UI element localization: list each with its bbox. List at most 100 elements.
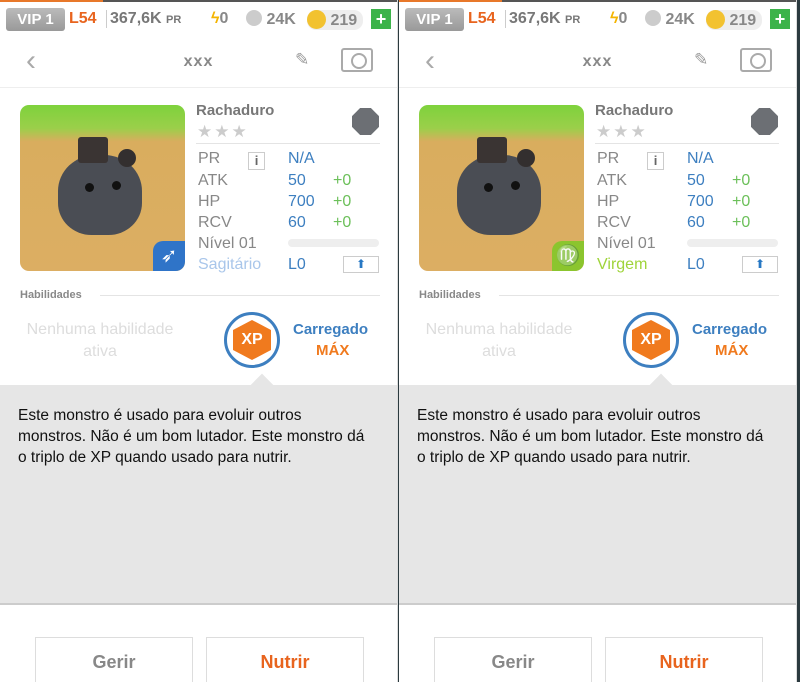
- status-bar: VIP 1 L54 367,6K PR ϟ0 24K 219 +: [0, 0, 397, 34]
- rank-value: L0: [687, 256, 705, 273]
- xp-skill-button[interactable]: XP: [224, 312, 280, 368]
- charged-label: Carregado: [293, 321, 369, 338]
- stat-bonus: +0: [732, 193, 751, 210]
- arrow-up-icon: ⬆: [355, 257, 367, 271]
- description-text: Este monstro é usado para evoluir outros…: [18, 407, 365, 466]
- stat-bonus: +0: [732, 172, 751, 189]
- max-label: MÁX: [715, 342, 749, 359]
- stat-label-pr: PR: [597, 150, 620, 167]
- star-rating: ★★★: [197, 122, 249, 141]
- lightning-icon: ϟ: [211, 10, 220, 27]
- stat-value: 700: [288, 193, 315, 210]
- pencil-icon[interactable]: ✎: [694, 50, 709, 69]
- xp-icon: XP: [632, 320, 670, 360]
- monster-portrait: ➶: [20, 105, 185, 271]
- add-coins-button[interactable]: +: [371, 9, 391, 29]
- divider: [196, 143, 380, 144]
- xp-skill-button[interactable]: XP: [623, 312, 679, 368]
- add-coins-button[interactable]: +: [770, 9, 790, 29]
- monster-eye: [85, 183, 94, 192]
- monster-eye: [484, 183, 493, 192]
- camera-icon[interactable]: [341, 48, 373, 72]
- upgrade-button[interactable]: ⬆: [742, 256, 778, 273]
- monster-eye: [511, 181, 520, 190]
- back-chevron-icon[interactable]: ‹: [425, 44, 435, 77]
- coin-value: 219: [330, 12, 358, 29]
- divider: [499, 295, 779, 296]
- stat-bonus: +0: [333, 172, 352, 189]
- power-unit: PR: [565, 14, 581, 26]
- stat-value: N/A: [687, 150, 714, 167]
- page-title: xxx: [582, 53, 613, 70]
- player-power: 367,6K PR: [106, 10, 181, 28]
- coins[interactable]: 219: [706, 10, 763, 30]
- monster-eye: [112, 181, 121, 190]
- stat-value: 50: [288, 172, 306, 189]
- coins[interactable]: 219: [307, 10, 364, 30]
- nav-bar: ‹ xxx ✎: [0, 34, 397, 88]
- page-title: xxx: [183, 53, 214, 70]
- stat-value: 60: [288, 214, 306, 231]
- paw-currency[interactable]: 24K: [246, 10, 296, 29]
- paw-value: 24K: [266, 11, 296, 28]
- monster-rock: [78, 137, 108, 163]
- power-value: 367,6K: [110, 10, 162, 27]
- manage-button[interactable]: Gerir: [434, 637, 592, 682]
- level-label: Nível 01: [198, 235, 257, 252]
- paw-icon: [645, 10, 661, 26]
- description-box: Este monstro é usado para evoluir outros…: [0, 385, 397, 605]
- paw-value: 24K: [665, 11, 695, 28]
- power-unit: PR: [166, 14, 182, 26]
- feed-button[interactable]: Nutrir: [206, 637, 364, 682]
- info-button[interactable]: i: [647, 152, 664, 170]
- description-box: Este monstro é usado para evoluir outros…: [399, 385, 796, 605]
- monster-ear: [118, 149, 136, 167]
- power-value: 367,6K: [509, 10, 561, 27]
- upgrade-button[interactable]: ⬆: [343, 256, 379, 273]
- stat-value: N/A: [288, 150, 315, 167]
- paw-currency[interactable]: 24K: [645, 10, 695, 29]
- xp-progress: [399, 0, 502, 2]
- monster-portrait: ♍: [419, 105, 584, 271]
- pencil-icon[interactable]: ✎: [295, 50, 310, 69]
- no-abilities-text: Nenhuma habilidade ativa: [425, 321, 573, 360]
- energy-value: 0: [618, 10, 628, 27]
- star-rating: ★★★: [596, 122, 648, 141]
- nav-bar: ‹ xxx ✎: [399, 34, 796, 88]
- feed-button[interactable]: Nutrir: [605, 637, 763, 682]
- back-chevron-icon[interactable]: ‹: [26, 44, 36, 77]
- stat-label-rcv: RCV: [198, 214, 232, 231]
- abilities-heading: Habilidades: [20, 289, 82, 301]
- rock-element-icon: [751, 108, 778, 135]
- vip-badge[interactable]: VIP 1: [6, 8, 65, 31]
- divider: [100, 295, 380, 296]
- xp-progress: [0, 0, 103, 2]
- monster-ear: [517, 149, 535, 167]
- monster-name: Rachaduro: [595, 102, 674, 119]
- charged-label: Carregado: [692, 321, 768, 338]
- stat-label-atk: ATK: [198, 172, 228, 189]
- stat-value: 60: [687, 214, 705, 231]
- abilities-heading: Habilidades: [419, 289, 481, 301]
- manage-button[interactable]: Gerir: [35, 637, 193, 682]
- zodiac-sign-label: Virgem: [597, 256, 648, 273]
- stat-label-pr: PR: [198, 150, 221, 167]
- stat-label-atk: ATK: [597, 172, 627, 189]
- camera-icon[interactable]: [740, 48, 772, 72]
- player-power: 367,6K PR: [505, 10, 580, 28]
- info-button[interactable]: i: [248, 152, 265, 170]
- vip-badge[interactable]: VIP 1: [405, 8, 464, 31]
- monster-panel: VIP 1 L54 367,6K PR ϟ0 24K 219 + ‹ xxx ✎…: [399, 0, 797, 682]
- paw-icon: [246, 10, 262, 26]
- energy-value: 0: [219, 10, 229, 27]
- level-progress-bar: [288, 239, 379, 247]
- description-text: Este monstro é usado para evoluir outros…: [417, 407, 764, 466]
- monster-name: Rachaduro: [196, 102, 275, 119]
- energy[interactable]: ϟ0: [610, 10, 627, 28]
- arrow-up-icon: ⬆: [754, 257, 766, 271]
- energy[interactable]: ϟ0: [211, 10, 228, 28]
- player-level: L54: [69, 10, 97, 27]
- status-bar: VIP 1 L54 367,6K PR ϟ0 24K 219 +: [399, 0, 796, 34]
- stat-bonus: +0: [333, 214, 352, 231]
- stat-bonus: +0: [732, 214, 751, 231]
